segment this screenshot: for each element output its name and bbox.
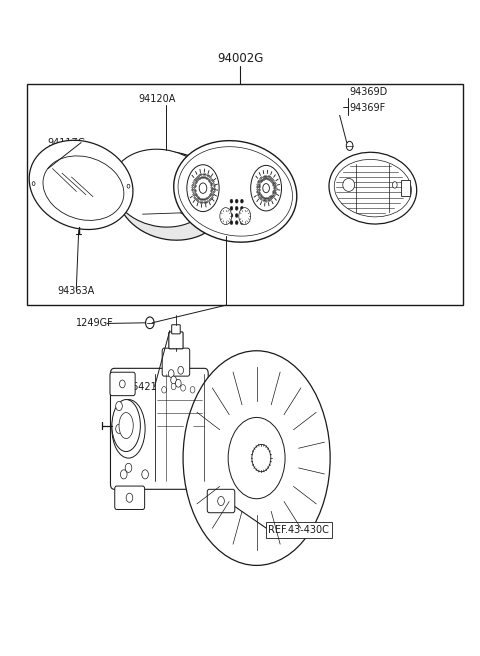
Circle shape [190,386,195,393]
Ellipse shape [329,152,417,224]
FancyBboxPatch shape [172,325,180,334]
Circle shape [230,220,233,224]
Ellipse shape [228,417,285,499]
Circle shape [171,383,176,390]
Circle shape [142,470,148,479]
Ellipse shape [220,208,232,224]
FancyBboxPatch shape [162,348,190,376]
Circle shape [162,386,167,393]
Ellipse shape [119,413,133,439]
Circle shape [230,199,233,203]
Ellipse shape [187,165,219,212]
Circle shape [178,367,183,374]
Circle shape [230,207,233,211]
Circle shape [346,141,353,150]
Ellipse shape [239,208,251,224]
Ellipse shape [43,156,124,220]
Circle shape [120,470,127,479]
Circle shape [235,207,238,211]
FancyBboxPatch shape [115,486,144,510]
Ellipse shape [112,149,212,227]
Circle shape [240,199,243,203]
Text: 94002G: 94002G [217,52,263,64]
Ellipse shape [112,400,145,458]
Circle shape [120,380,125,388]
Circle shape [168,369,174,377]
Ellipse shape [252,444,271,472]
Ellipse shape [343,178,355,192]
Ellipse shape [29,140,133,230]
Text: 1249GF: 1249GF [76,318,114,329]
Circle shape [263,184,269,193]
Circle shape [230,213,233,217]
Circle shape [240,220,243,224]
Ellipse shape [106,185,118,198]
Circle shape [32,182,35,186]
Circle shape [199,183,207,194]
Circle shape [116,401,122,411]
FancyBboxPatch shape [207,489,235,513]
Circle shape [176,379,181,387]
Text: REF.43-430C: REF.43-430C [268,525,329,535]
Circle shape [240,213,243,217]
Text: 94369D: 94369D [349,87,387,97]
Circle shape [218,497,224,506]
Circle shape [240,207,243,211]
Ellipse shape [183,351,330,565]
Ellipse shape [201,188,213,201]
FancyBboxPatch shape [110,372,135,396]
Bar [26,84,463,305]
Ellipse shape [174,140,297,242]
Text: 94117G: 94117G [48,138,86,148]
Ellipse shape [112,400,140,451]
Text: 94369F: 94369F [349,104,385,113]
Circle shape [235,213,238,217]
Text: 96421: 96421 [126,382,157,392]
Ellipse shape [178,147,292,236]
Circle shape [180,384,185,391]
Circle shape [393,182,397,188]
FancyBboxPatch shape [110,368,208,489]
Ellipse shape [251,165,281,211]
FancyBboxPatch shape [401,180,410,196]
Circle shape [116,424,122,434]
FancyBboxPatch shape [169,332,183,349]
Ellipse shape [117,152,226,240]
Ellipse shape [334,159,411,217]
Circle shape [126,493,133,502]
Circle shape [171,376,177,384]
Text: 94363A: 94363A [57,286,95,296]
Circle shape [235,199,238,203]
Text: 94120A: 94120A [138,94,175,104]
Circle shape [125,463,132,472]
Circle shape [145,317,154,329]
Circle shape [235,220,238,224]
Circle shape [127,184,130,188]
